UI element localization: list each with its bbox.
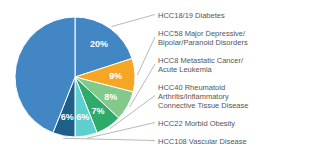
svg-text:HCC18/19 Diabetes: HCC18/19 Diabetes — [158, 10, 225, 19]
svg-text:20%: 20% — [90, 39, 108, 49]
svg-text:HCC8 Metastatic Cancer/Acute L: HCC8 Metastatic Cancer/Acute Leukemia — [158, 55, 244, 73]
svg-text:6%: 6% — [76, 112, 89, 122]
svg-text:HCC40 RheumatoidArthritis/Infl: HCC40 RheumatoidArthritis/InflammatoryCo… — [158, 82, 248, 109]
svg-text:7%: 7% — [91, 106, 104, 116]
svg-text:HCC22 Morbid Obesity: HCC22 Morbid Obesity — [158, 118, 235, 127]
svg-text:6%: 6% — [61, 112, 74, 122]
svg-text:HCC58 Major Depressive/Bipolar: HCC58 Major Depressive/Bipolar/Paranoid … — [158, 28, 248, 46]
svg-text:8%: 8% — [104, 92, 117, 102]
svg-text:HCC108 Vascular Disease: HCC108 Vascular Disease — [158, 136, 247, 145]
svg-text:9%: 9% — [109, 71, 122, 81]
